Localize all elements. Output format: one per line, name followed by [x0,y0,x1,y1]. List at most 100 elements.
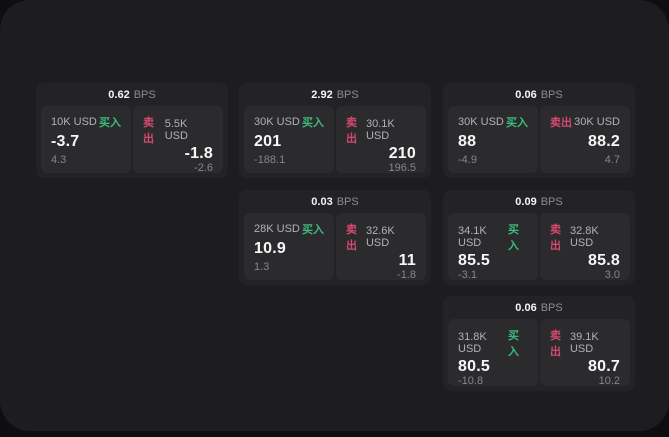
sell-delta: 196.5 [388,162,416,174]
bps-unit: BPS [336,88,359,101]
buy-amount-label: 30K USD [458,116,504,128]
buy-tag: 买入 [302,224,324,236]
sell-delta: -2.6 [194,162,213,174]
quote-card: 0.06 BPS 30K USD 买入 88 -4.9 卖出 30K USD 8… [443,83,635,178]
bps-value: 0.06 [515,301,537,314]
sell-price: 210 [388,145,416,162]
sell-amount-label: 30K USD [574,116,620,128]
buy-amount-label: 28K USD [254,223,300,235]
buy-panel[interactable]: 10K USD 买入 -3.7 4.3 [41,106,131,173]
buy-price: -3.7 [51,133,80,150]
buy-amount-label: 34.1K USD [458,225,487,249]
sell-panel-top: 卖出 39.1K USD [550,327,620,359]
buy-panel[interactable]: 28K USD 买入 10.9 1.3 [244,213,334,280]
quote-card: 2.92 BPS 30K USD 买入 201 -188.1 卖出 30.1K … [239,83,431,178]
sell-tag: 卖出 [550,224,561,252]
sell-tag: 卖出 [550,117,572,129]
sell-price: -1.8 [184,145,213,162]
buy-panel-top: 28K USD 买入 [254,221,324,237]
sell-price: 85.8 [588,252,620,269]
buy-panel[interactable]: 30K USD 买入 88 -4.9 [448,106,538,173]
buy-delta: -3.1 [458,269,477,281]
sell-amount-label: 39.1K USD [569,331,599,355]
sell-tag: 卖出 [143,117,154,145]
quote-card: 0.03 BPS 28K USD 买入 10.9 1.3 卖出 32.6K US… [239,190,431,285]
buy-panel[interactable]: 31.8K USD 买入 80.5 -10.8 [448,319,538,387]
buy-tag: 买入 [99,117,121,129]
buy-panel-top: 34.1K USD 买入 [458,221,528,253]
bps-unit: BPS [133,88,156,101]
card-body: 34.1K USD 买入 85.5 -3.1 卖出 32.8K USD 85.8… [443,213,635,285]
bps-value: 0.62 [108,88,130,101]
card-body: 31.8K USD 买入 80.5 -10.8 卖出 39.1K USD 80.… [443,319,635,391]
bps-value: 2.92 [311,88,333,101]
sell-price: 88.2 [588,133,620,150]
sell-panel[interactable]: 卖出 30K USD 88.2 4.7 [540,106,630,173]
buy-panel-top: 30K USD 买入 [254,114,324,130]
sell-panel-top: 卖出 30.1K USD [346,114,416,146]
card-body: 30K USD 买入 88 -4.9 卖出 30K USD 88.2 4.7 [443,106,635,178]
sell-panel[interactable]: 卖出 5.5K USD -1.8 -2.6 [133,106,223,174]
quote-card: 0.62 BPS 10K USD 买入 -3.7 4.3 卖出 5.5K USD… [36,83,228,178]
sell-delta: 4.7 [604,154,620,166]
card-body: 28K USD 买入 10.9 1.3 卖出 32.6K USD 11 -1.8 [239,213,431,285]
sell-delta: 10.2 [598,375,620,387]
sell-delta: 3.0 [604,269,620,281]
sell-amount-label: 32.6K USD [365,225,395,249]
card-body: 30K USD 买入 201 -188.1 卖出 30.1K USD 210 1… [239,106,431,178]
buy-tag: 买入 [302,117,324,129]
sell-amount-label: 5.5K USD [164,118,188,142]
buy-panel-top: 30K USD 买入 [458,114,528,130]
buy-amount-label: 10K USD [51,116,97,128]
buy-price: 88 [458,133,477,150]
sell-tag: 卖出 [550,330,561,358]
sell-panel[interactable]: 卖出 30.1K USD 210 196.5 [336,106,426,174]
bps-unit: BPS [540,88,563,101]
quote-card: 0.06 BPS 31.8K USD 买入 80.5 -10.8 卖出 39.1… [443,296,635,391]
bps-unit: BPS [540,301,563,314]
buy-delta: -10.8 [458,375,484,387]
buy-panel-top: 31.8K USD 买入 [458,327,528,359]
buy-delta: 1.3 [254,261,270,273]
card-header: 0.09 BPS [443,190,635,213]
card-header: 0.06 BPS [443,83,635,106]
sell-tag: 卖出 [346,117,357,145]
bps-unit: BPS [336,195,359,208]
sell-amount-label: 32.8K USD [569,225,599,249]
buy-tag: 买入 [506,117,528,129]
card-body: 10K USD 买入 -3.7 4.3 卖出 5.5K USD -1.8 -2.… [36,106,228,178]
sell-panel[interactable]: 卖出 32.6K USD 11 -1.8 [336,213,426,281]
buy-panel-top: 10K USD 买入 [51,114,121,130]
buy-panel[interactable]: 30K USD 买入 201 -188.1 [244,106,334,173]
sell-panel-top: 卖出 32.8K USD [550,221,620,253]
buy-price: 10.9 [254,240,286,257]
buy-amount-label: 30K USD [254,116,300,128]
sell-price: 11 [398,252,416,269]
buy-price: 85.5 [458,252,490,269]
card-header: 2.92 BPS [239,83,431,106]
sell-delta: -1.8 [397,269,416,281]
bps-unit: BPS [540,195,563,208]
card-header: 0.62 BPS [36,83,228,106]
sell-panel[interactable]: 卖出 39.1K USD 80.7 10.2 [540,319,630,387]
sell-panel-top: 卖出 30K USD [550,114,620,130]
buy-panel[interactable]: 34.1K USD 买入 85.5 -3.1 [448,213,538,281]
sell-price: 80.7 [588,358,620,375]
sell-panel-top: 卖出 32.6K USD [346,221,416,253]
buy-price: 80.5 [458,358,490,375]
card-header: 0.03 BPS [239,190,431,213]
sell-panel[interactable]: 卖出 32.8K USD 85.8 3.0 [540,213,630,281]
buy-tag: 买入 [508,330,520,358]
sell-tag: 卖出 [346,224,357,252]
buy-tag: 买入 [508,224,520,252]
bps-value: 0.06 [515,88,537,101]
buy-delta: -188.1 [254,154,286,166]
card-header: 0.06 BPS [443,296,635,319]
buy-amount-label: 31.8K USD [458,331,487,355]
quote-card: 0.09 BPS 34.1K USD 买入 85.5 -3.1 卖出 32.8K… [443,190,635,285]
buy-price: 201 [254,133,282,150]
buy-delta: -4.9 [458,154,477,166]
buy-delta: 4.3 [51,154,67,166]
